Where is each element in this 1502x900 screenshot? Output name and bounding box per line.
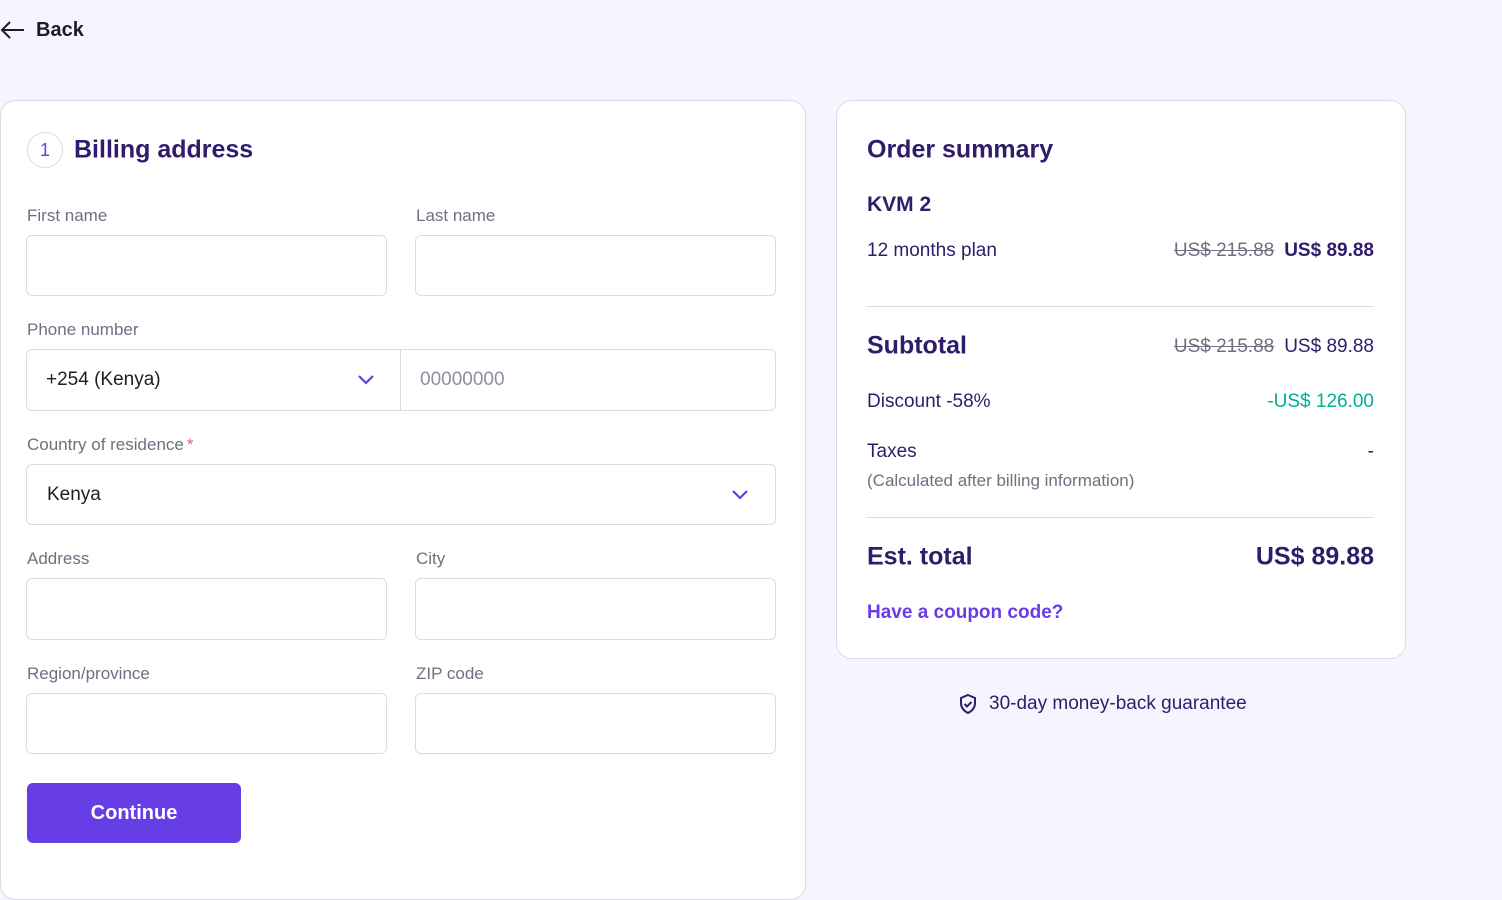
price: US$ 89.88 xyxy=(1284,336,1374,357)
chevron xyxy=(732,490,748,500)
plan-label: 12 months plan xyxy=(867,240,997,261)
discount-amount: -US$ 126.00 xyxy=(1267,391,1374,412)
taxes-note: (Calculated after billing information) xyxy=(867,471,1135,490)
total-amount: US$ 89.88 xyxy=(1255,542,1374,571)
continue-button[interactable]: Continue xyxy=(27,783,241,843)
page: Back 1 Billing address First name Last n… xyxy=(0,14,1406,900)
divider xyxy=(866,517,1374,518)
guarantee: 30-day money-back guarantee xyxy=(958,690,1247,718)
summary-card xyxy=(836,100,1406,659)
field-label: Country of residence * xyxy=(27,435,194,455)
summary-title: Order summary xyxy=(867,135,1054,164)
chevron xyxy=(358,375,374,385)
price: US$ 89.88 xyxy=(1284,240,1374,261)
required-mark: * xyxy=(186,435,194,454)
phone-input[interactable]: 00000000 xyxy=(401,349,776,411)
field-label: Region/province xyxy=(27,664,150,683)
divider xyxy=(866,306,1374,307)
city-input[interactable] xyxy=(415,578,776,640)
phone-code-select[interactable]: +254 (Kenya) xyxy=(26,349,401,411)
product-name: KVM 2 xyxy=(867,193,932,216)
back-text: Back xyxy=(36,18,84,41)
field-label: ZIP code xyxy=(416,664,484,683)
step-number: 1 xyxy=(27,132,63,168)
old-price: US$ 215.88 xyxy=(1173,336,1275,357)
field-label: Last name xyxy=(416,206,496,225)
field-label: Address xyxy=(27,549,90,568)
discount-value: -US$ 126.00 xyxy=(1267,391,1374,413)
guarantee-text: 30-day money-back guarantee xyxy=(989,693,1247,714)
total-value: US$ 89.88 xyxy=(1256,543,1374,572)
field-label: Phone number xyxy=(27,320,139,339)
old-price: US$ 215.88 xyxy=(1173,240,1275,261)
phone-placeholder: 00000000 xyxy=(420,369,505,390)
back-arrow xyxy=(0,21,24,39)
first-name-input[interactable] xyxy=(26,235,387,296)
discount-label: Discount -58% xyxy=(867,391,991,412)
taxes-value: - xyxy=(1368,441,1374,463)
subtotal-label: Subtotal xyxy=(867,331,967,360)
coupon-link[interactable]: Have a coupon code? xyxy=(867,602,1064,623)
phone-group xyxy=(26,349,776,411)
subtotal-prices: US$ 215.88 US$ 89.88 xyxy=(1174,336,1374,358)
plan-prices: US$ 215.88 US$ 89.88 xyxy=(1174,240,1374,262)
label-text: Country of residence xyxy=(27,435,184,454)
country-value: Kenya xyxy=(47,484,101,505)
field-label: First name xyxy=(27,206,108,225)
phone-code: +254 (Kenya) xyxy=(46,369,161,390)
region-input[interactable] xyxy=(26,693,387,754)
address-input[interactable] xyxy=(26,578,387,640)
country-select[interactable]: Kenya xyxy=(26,464,776,525)
billing-title: Billing address xyxy=(74,135,254,164)
last-name-input[interactable] xyxy=(415,235,776,296)
taxes-label: Taxes xyxy=(867,441,917,462)
back-link[interactable]: Back xyxy=(0,14,84,46)
field-label: City xyxy=(416,549,446,568)
taxes-amount: - xyxy=(1367,441,1374,462)
zip-input[interactable] xyxy=(415,693,776,754)
total-label: Est. total xyxy=(867,542,973,571)
shield-icon xyxy=(960,693,976,715)
